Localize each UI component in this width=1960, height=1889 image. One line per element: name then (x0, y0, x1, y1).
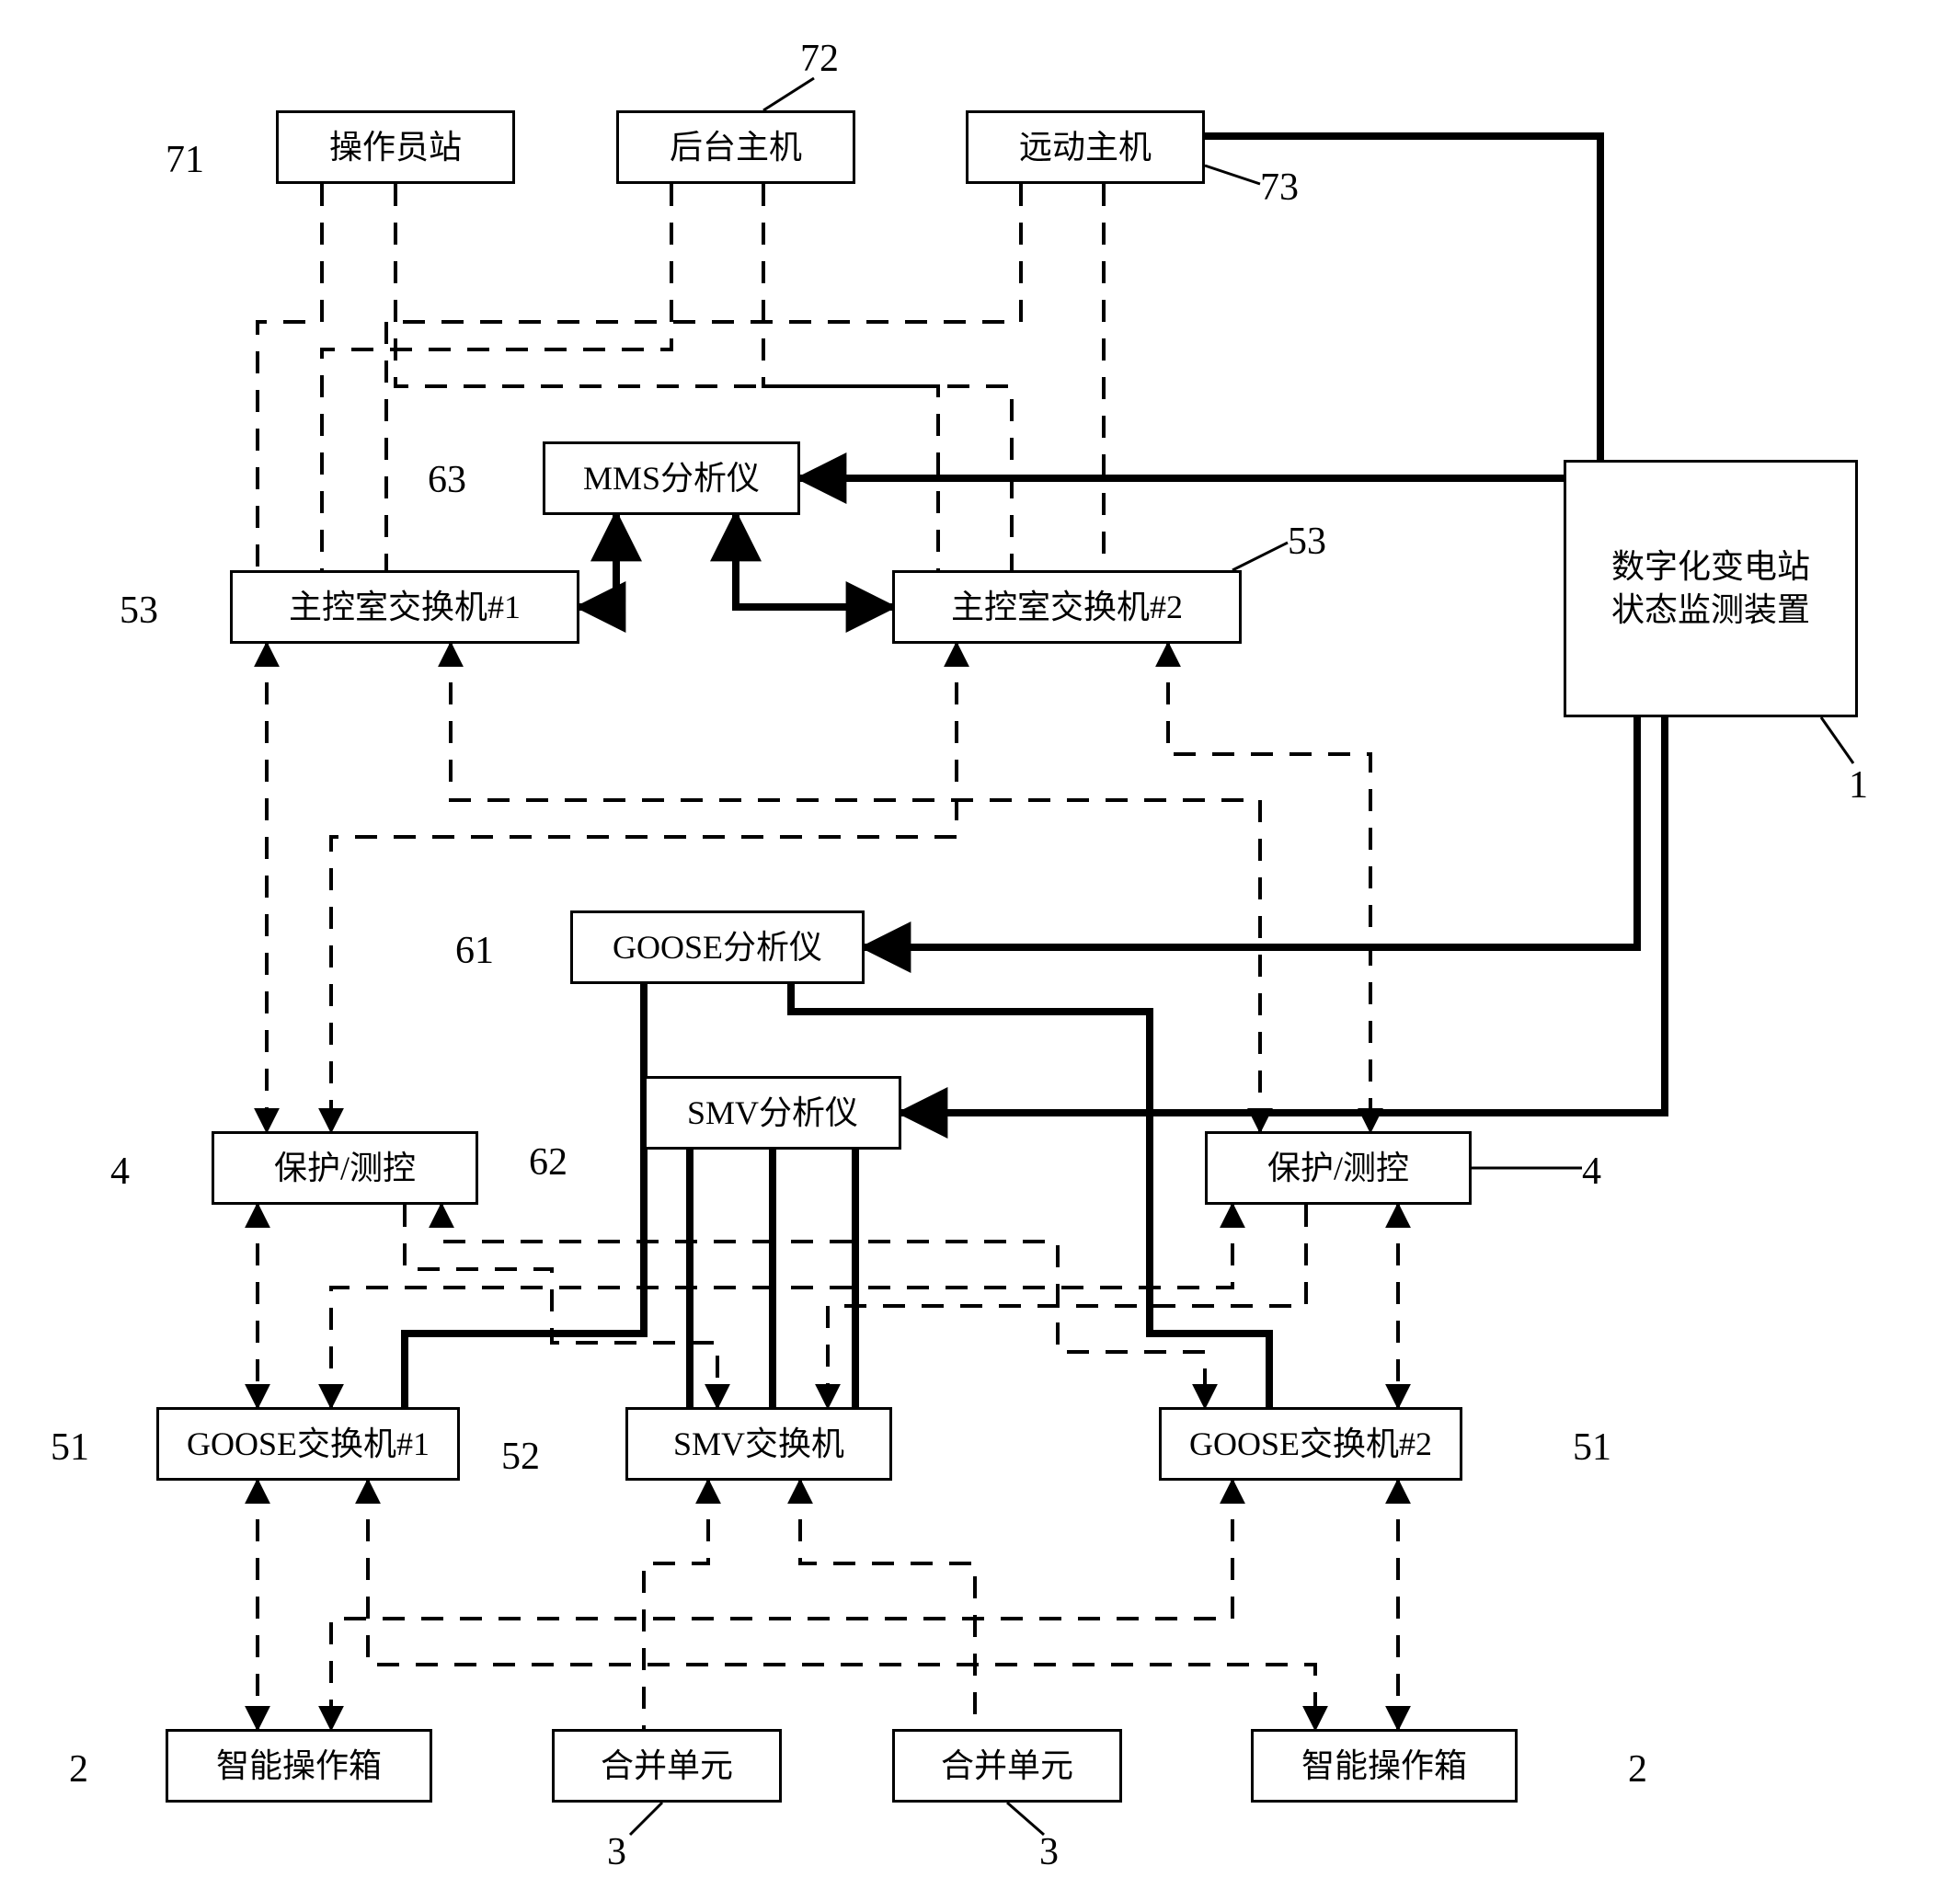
node-text-n73: 远动主机 (1019, 126, 1152, 169)
node-text-n52: SMV交换机 (673, 1423, 844, 1466)
node-text-n3a: 合并单元 (601, 1745, 733, 1788)
node-n3b: 合并单元 (892, 1729, 1122, 1803)
node-n73: 远动主机 (966, 110, 1205, 184)
label-l51b: 51 (1573, 1425, 1611, 1470)
node-n51b: GOOSE交换机#2 (1159, 1407, 1462, 1481)
edges-layer (0, 0, 1960, 1889)
node-n4a: 保护/测控 (212, 1131, 478, 1205)
diagram-canvas: 操作员站 后台主机 远动主机 MMS分析仪主控室交换机#1 主控室交换机#2 数字化变电站… (0, 0, 1960, 1889)
node-text-n51a: GOOSE交换机#1 (187, 1423, 430, 1466)
label-l51a: 51 (51, 1425, 89, 1470)
node-n4b: 保护/测控 (1205, 1131, 1472, 1205)
node-text-n53a: 主控室交换机#1 (289, 586, 521, 629)
node-n63: MMS分析仪 (543, 441, 800, 515)
label-l2b: 2 (1628, 1747, 1647, 1792)
node-n71: 操作员站 (276, 110, 515, 184)
node-n72: 后台主机 (616, 110, 855, 184)
node-text-n1: 数字化变电站 状态监测装置 (1611, 545, 1810, 632)
label-l61: 61 (455, 929, 494, 973)
label-l3b: 3 (1039, 1830, 1059, 1874)
label-l4a: 4 (110, 1150, 130, 1194)
node-n61: GOOSE分析仪 (570, 910, 865, 984)
node-n2a: 智能操作箱 (166, 1729, 432, 1803)
label-l1: 1 (1849, 763, 1868, 807)
node-text-n4a: 保护/测控 (274, 1147, 416, 1190)
node-text-n62: SMV分析仪 (687, 1092, 858, 1135)
node-text-n3b: 合并单元 (941, 1745, 1073, 1788)
node-n53a: 主控室交换机#1 (230, 570, 579, 644)
node-text-n63: MMS分析仪 (583, 457, 760, 500)
label-l2a: 2 (69, 1747, 88, 1792)
label-l52: 52 (501, 1435, 540, 1479)
node-text-n2b: 智能操作箱 (1301, 1745, 1467, 1788)
node-n62: SMV分析仪 (644, 1076, 901, 1150)
node-text-n2a: 智能操作箱 (216, 1745, 382, 1788)
label-l72: 72 (800, 37, 839, 81)
label-l53b: 53 (1288, 520, 1326, 564)
node-n51a: GOOSE交换机#1 (156, 1407, 460, 1481)
label-l71: 71 (166, 138, 204, 182)
node-text-n61: GOOSE分析仪 (613, 926, 822, 969)
node-text-n72: 后台主机 (670, 126, 802, 169)
label-l53a: 53 (120, 589, 158, 633)
node-n3a: 合并单元 (552, 1729, 782, 1803)
node-text-n51b: GOOSE交换机#2 (1189, 1423, 1432, 1466)
label-l4b: 4 (1582, 1150, 1601, 1194)
node-text-n4b: 保护/测控 (1267, 1147, 1409, 1190)
node-text-n71: 操作员站 (329, 126, 462, 169)
label-l63: 63 (428, 458, 466, 502)
node-n52: SMV交换机 (625, 1407, 892, 1481)
node-text-n53b: 主控室交换机#2 (951, 586, 1183, 629)
node-n1: 数字化变电站 状态监测装置 (1564, 460, 1858, 717)
label-l3a: 3 (607, 1830, 626, 1874)
node-n2b: 智能操作箱 (1251, 1729, 1518, 1803)
label-l62: 62 (529, 1140, 567, 1185)
node-n53b: 主控室交换机#2 (892, 570, 1242, 644)
label-l73: 73 (1260, 166, 1299, 210)
